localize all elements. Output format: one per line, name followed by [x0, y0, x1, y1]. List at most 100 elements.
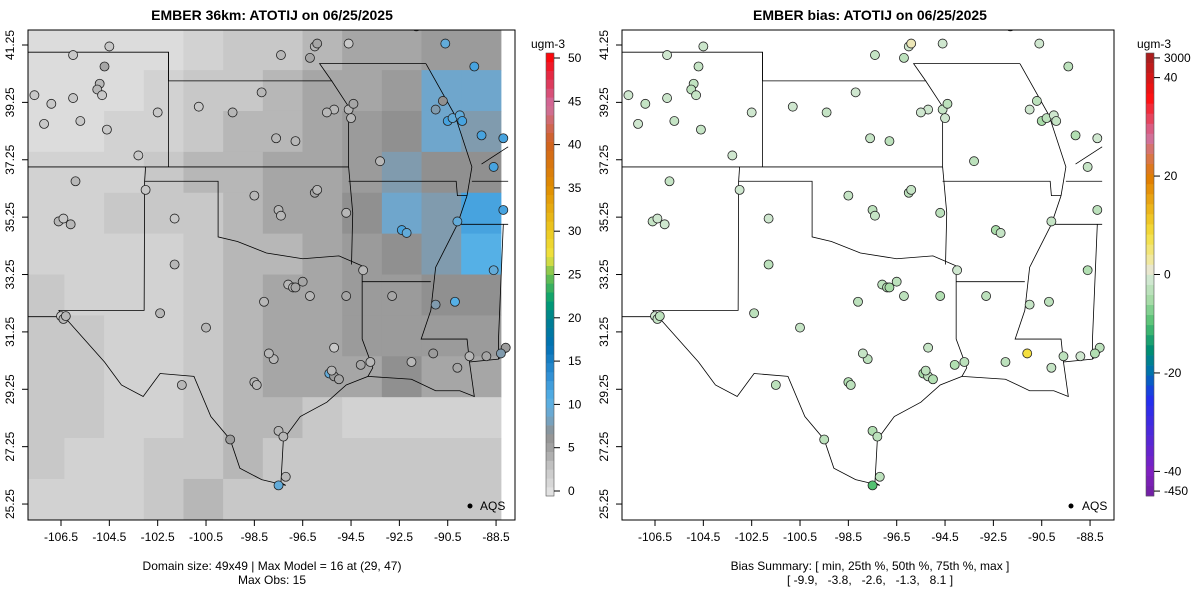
colorbar-segment	[546, 487, 554, 497]
colorbar-segment	[1146, 284, 1154, 295]
obs-station-point	[365, 357, 376, 367]
colorbar-unit: ugm-3	[1137, 37, 1171, 51]
bias-station-point	[654, 311, 665, 322]
colorbar-segment	[1146, 405, 1154, 416]
obs-station-point	[104, 41, 115, 52]
obs-station-point	[75, 116, 86, 126]
grid-cell	[223, 356, 264, 398]
legend-dot	[467, 503, 473, 509]
y-tick-label: 25.25	[597, 489, 611, 519]
grid-cell	[143, 397, 184, 439]
colorbar-segment	[546, 345, 554, 355]
bias-station-point	[1046, 216, 1057, 227]
colorbar-segment	[1146, 475, 1154, 487]
grid-cell	[302, 192, 343, 235]
colorbar-segment	[1146, 324, 1154, 336]
grid-cell	[104, 438, 145, 480]
colorbar-segment	[1146, 334, 1154, 346]
grid-cell	[302, 151, 343, 194]
grid-cell	[183, 151, 224, 194]
colorbar-unit: ugm-3	[531, 37, 565, 51]
colorbar-segment	[1146, 73, 1154, 84]
y-tick-label: 35.25	[3, 202, 17, 232]
obs-station-point	[326, 365, 337, 376]
x-tick-label: -98.5	[241, 530, 269, 544]
colorbar-segment	[546, 132, 554, 142]
state-border	[1014, 63, 1067, 363]
grid-cell	[461, 315, 502, 357]
colorbar-label: 35	[568, 181, 582, 195]
bias-station-point	[819, 434, 830, 445]
colorbar-segment	[546, 123, 554, 134]
grid-cell	[302, 110, 343, 153]
colorbar-segment	[546, 88, 554, 98]
colorbar-segment	[1146, 244, 1154, 255]
colorbar-label: 0	[568, 484, 575, 498]
obs-station-point	[375, 156, 385, 167]
colorbar-segment	[1146, 455, 1154, 467]
bias-station-point	[734, 184, 745, 195]
model-grid	[28, 30, 502, 520]
state-border	[28, 316, 61, 318]
state-border	[348, 180, 468, 197]
bias-station-point	[659, 219, 670, 230]
colorbar-segment	[546, 230, 554, 240]
bias-station-point	[633, 118, 643, 129]
colorbar-segment	[1146, 355, 1154, 366]
obs-station-point	[341, 291, 352, 301]
x-tick-label: -96.5	[883, 530, 911, 544]
colorbar-segment	[1146, 63, 1154, 74]
grid-cell	[183, 438, 224, 480]
bias-station-point	[906, 38, 917, 49]
bias-station-point	[899, 291, 909, 301]
y-tick-label: 29.25	[3, 374, 17, 404]
bias-station-point	[865, 133, 876, 144]
grid-cell	[64, 110, 105, 153]
colorbar-segment	[546, 407, 554, 417]
caption-line-1: Domain size: 49x49 | Max Model = 16 at (…	[143, 559, 402, 573]
obs-station-point	[464, 351, 475, 362]
bias-station-point	[662, 93, 672, 103]
colorbar-segment	[1146, 294, 1154, 306]
state-border	[942, 166, 948, 265]
obs-station-point	[297, 276, 308, 287]
colorbar-segment	[546, 318, 554, 328]
obs-station-point	[99, 61, 110, 72]
grid-cell	[421, 397, 462, 439]
obs-station-point	[133, 150, 144, 161]
colorbar-segment	[1146, 234, 1154, 245]
bias-station-point	[623, 90, 634, 101]
grid-cell	[104, 192, 145, 235]
grid-cell	[262, 356, 303, 398]
bias-station-point	[727, 150, 738, 161]
obs-station-point	[498, 205, 509, 215]
obs-station-point	[276, 50, 286, 60]
colorbar-segment	[1146, 445, 1154, 457]
colorbar-segment	[546, 265, 554, 275]
y-tick-label: 37.25	[3, 144, 17, 174]
grid-cell	[342, 438, 383, 480]
bias-station-point	[652, 213, 663, 224]
bias-station-point	[787, 101, 798, 112]
grid-cell	[421, 356, 462, 398]
colorbar-segment	[1146, 395, 1154, 406]
colorbar-segment	[1146, 153, 1154, 165]
grid-cell	[64, 315, 105, 357]
grid-cell	[342, 30, 383, 71]
grid-cell	[104, 274, 145, 316]
colorbar-segment	[546, 389, 554, 399]
colorbar-segment	[546, 354, 554, 364]
bias-station-point	[821, 107, 832, 118]
bias-station-point	[884, 136, 895, 147]
colorbar-label: 15	[568, 354, 582, 368]
colorbar-segment	[546, 203, 554, 213]
obs-station-point	[68, 93, 78, 103]
obs-station-point	[469, 61, 480, 72]
state-border	[420, 63, 473, 363]
bias-station-point	[1024, 299, 1035, 310]
grid-cell	[302, 70, 343, 112]
grid-cell	[104, 233, 145, 276]
colorbar-segment	[1146, 304, 1154, 316]
colorbar-segment	[546, 79, 554, 89]
y-tick-label: 27.25	[3, 431, 17, 461]
